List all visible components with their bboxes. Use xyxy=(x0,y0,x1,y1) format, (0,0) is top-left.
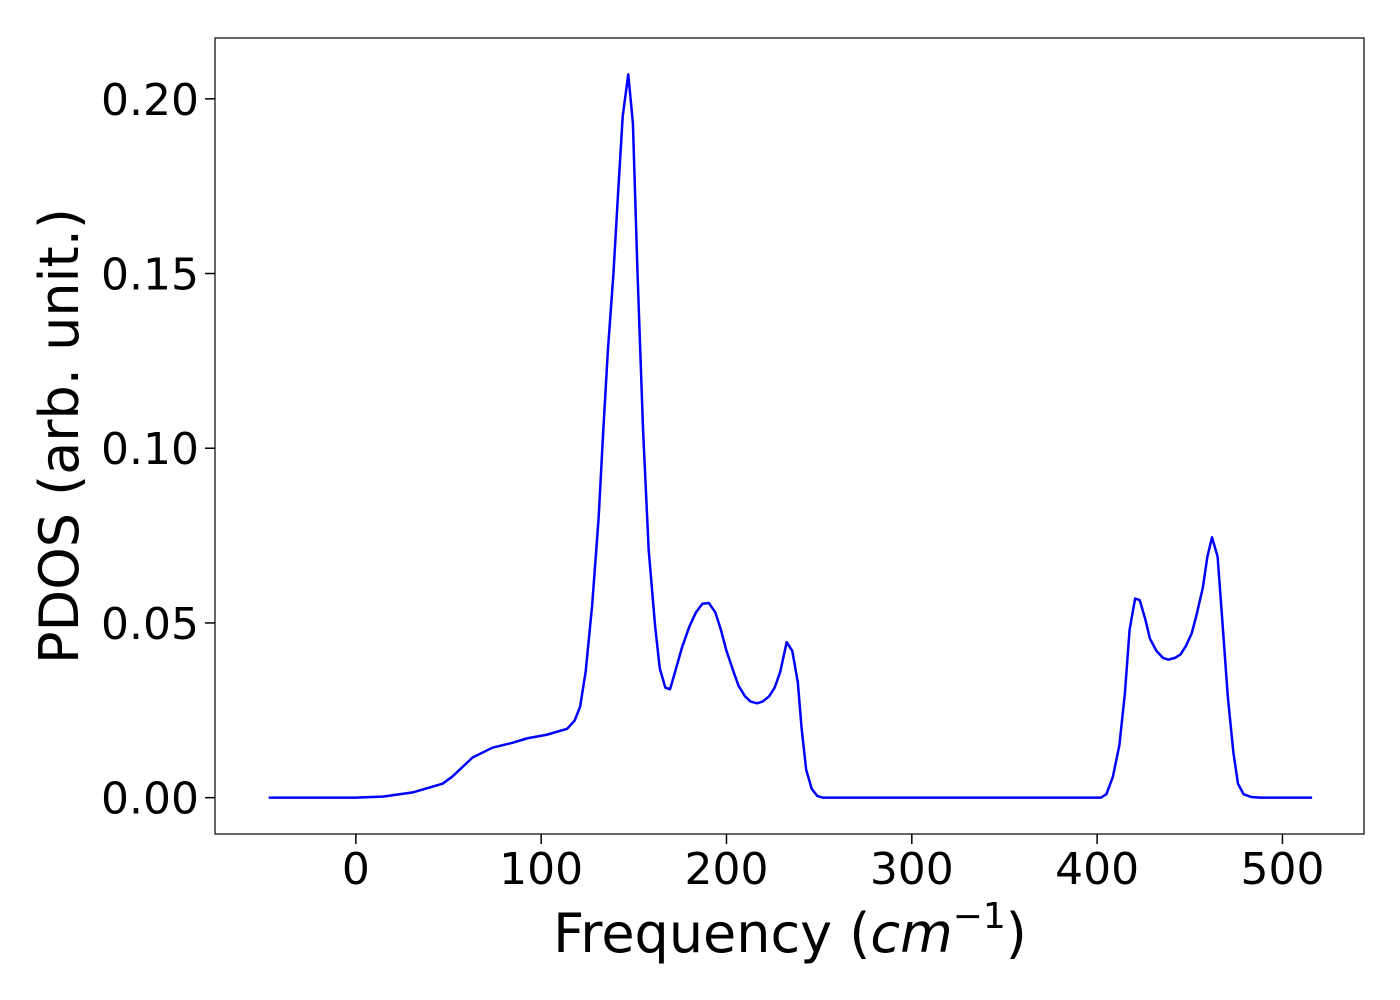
y-tick-label: 0.05 xyxy=(101,599,199,650)
y-tick-label: 0.00 xyxy=(101,774,199,825)
x-axis-label: Frequency (cm−1) xyxy=(553,896,1027,965)
x-label-exponent: −1 xyxy=(953,896,1006,937)
x-tick-label: 300 xyxy=(870,844,954,895)
y-tick-label: 0.10 xyxy=(101,424,199,475)
y-tick-label: 0.20 xyxy=(101,75,199,126)
plot-frame xyxy=(214,37,1365,835)
x-tick-label: 200 xyxy=(684,844,768,895)
x-tick-label: 100 xyxy=(499,844,583,895)
x-label-text: Frequency ( xyxy=(553,902,870,965)
x-tick-label: 500 xyxy=(1240,844,1324,895)
y-tick-label: 0.15 xyxy=(101,250,199,301)
x-label-close: ) xyxy=(1006,902,1027,965)
x-label-unit: cm xyxy=(870,902,952,965)
y-axis-label: PDOS (arb. unit.) xyxy=(28,208,91,664)
x-tick-label: 400 xyxy=(1055,844,1139,895)
line-series xyxy=(268,73,1313,799)
x-tick-label: 0 xyxy=(342,844,370,895)
